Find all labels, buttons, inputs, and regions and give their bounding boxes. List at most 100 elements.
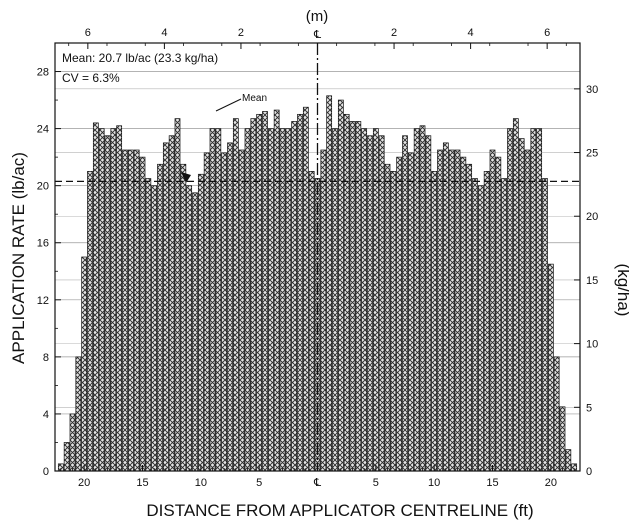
bar-28	[221, 152, 228, 472]
bar-39	[285, 128, 292, 472]
bar-32	[244, 128, 251, 472]
x2-tick-label-5: 6	[544, 27, 550, 39]
y-tick-label-7: 28	[37, 67, 49, 79]
bar-55	[378, 135, 385, 472]
bar-47	[332, 128, 338, 472]
y-axis-ticks: 0 4 8 12 16 20 24 28	[37, 67, 61, 478]
y2-tick-label-5: 25	[586, 148, 598, 160]
bar-41	[297, 113, 303, 472]
bar-26	[209, 128, 216, 472]
bar-56	[384, 163, 391, 472]
bar-80	[524, 149, 531, 472]
bar-54	[372, 128, 379, 472]
bar-65	[437, 149, 443, 472]
bar-10	[116, 125, 123, 472]
bar-67	[448, 149, 455, 472]
mean-annotation: Mean: 20.7 lb/ac (23.3 kg/ha)	[62, 51, 218, 65]
bar-66	[442, 142, 449, 472]
x2-tick-label-1: 4	[161, 27, 167, 39]
mean-arrow-head	[181, 172, 191, 183]
x-tick-label-8: 20	[545, 477, 557, 489]
bar-48	[337, 99, 344, 472]
bar-62	[419, 125, 426, 472]
y-tick-label-0: 0	[43, 466, 49, 478]
bar-63	[425, 135, 432, 472]
bar-58	[396, 156, 403, 472]
bar-85	[553, 356, 560, 472]
x2-tick-label-4: 4	[468, 27, 474, 39]
y-tick-label-1: 4	[43, 409, 49, 421]
bar-75	[495, 156, 502, 472]
y-tick-label-2: 8	[43, 352, 49, 364]
bar-77	[507, 128, 513, 472]
y-axis-title: APPLICATION RATE (lb/ac)	[9, 152, 28, 364]
x-tick-label-2: 10	[195, 477, 207, 489]
bar-51	[355, 121, 362, 472]
x2-centerline-label: ℄	[313, 29, 321, 41]
bar-60	[407, 152, 414, 472]
bar-82	[536, 128, 543, 472]
bar-17	[157, 163, 163, 472]
bar-34	[256, 113, 263, 472]
y2-tick-label-2: 10	[586, 339, 598, 351]
bar-2	[69, 413, 76, 472]
bar-79	[518, 138, 525, 472]
y-tick-label-4: 16	[37, 238, 49, 250]
bar-31	[238, 149, 245, 472]
y2-tick-label-4: 20	[586, 211, 598, 223]
bar-70	[466, 163, 473, 472]
x2-tick-label-0: 6	[85, 27, 91, 39]
bar-78	[512, 118, 519, 472]
bar-24	[197, 173, 204, 472]
bar-9	[110, 128, 117, 472]
bar-40	[291, 121, 298, 472]
bar-83	[542, 178, 548, 472]
bar-72	[477, 185, 484, 472]
top-axis-ticks: 6 4 2 2 4 6 ℄	[68, 27, 567, 49]
bar-21	[180, 163, 187, 472]
bar-76	[501, 178, 508, 472]
x-tick-label-4: ℄	[313, 477, 321, 489]
bar-50	[349, 121, 356, 472]
bar-30	[232, 118, 239, 472]
bar-73	[483, 171, 490, 472]
bar-74	[489, 149, 496, 472]
bar-43	[308, 171, 315, 472]
bar-27	[215, 128, 222, 472]
bar-36	[267, 128, 274, 472]
bar-16	[151, 185, 158, 472]
bar-59	[402, 135, 408, 472]
bar-45	[320, 149, 327, 472]
bar-11	[122, 149, 128, 472]
y2-tick-label-6: 30	[586, 84, 598, 96]
y2-tick-label-1: 5	[586, 402, 592, 414]
bar-57	[390, 171, 397, 472]
y-tick-label-5: 20	[37, 181, 49, 193]
y2-tick-label-3: 15	[586, 275, 598, 287]
x-tick-label-7: 15	[486, 477, 498, 489]
bar-29	[227, 142, 233, 472]
bar-53	[367, 135, 373, 472]
bar-35	[262, 111, 268, 472]
bar-7	[98, 128, 105, 472]
y2-tick-label-0: 0	[586, 466, 592, 478]
bar-64	[431, 171, 438, 472]
bar-49	[343, 113, 350, 472]
bar-87	[565, 449, 572, 472]
bar-13	[133, 149, 140, 472]
right-axis-ticks: 0 5 10 15 20 25 30	[574, 84, 598, 478]
cv-annotation: CV = 6.3%	[62, 71, 120, 85]
x-tick-label-1: 15	[136, 477, 148, 489]
bar-20	[174, 118, 181, 472]
bar-46	[326, 95, 333, 472]
x2-tick-label-3: 2	[391, 27, 397, 39]
bar-84	[547, 263, 554, 472]
bar-37	[273, 109, 280, 472]
x-tick-label-5: 5	[373, 477, 379, 489]
bar-86	[559, 406, 566, 472]
y-tick-label-3: 12	[37, 295, 49, 307]
bar-12	[127, 149, 134, 472]
bar-6	[92, 122, 99, 472]
